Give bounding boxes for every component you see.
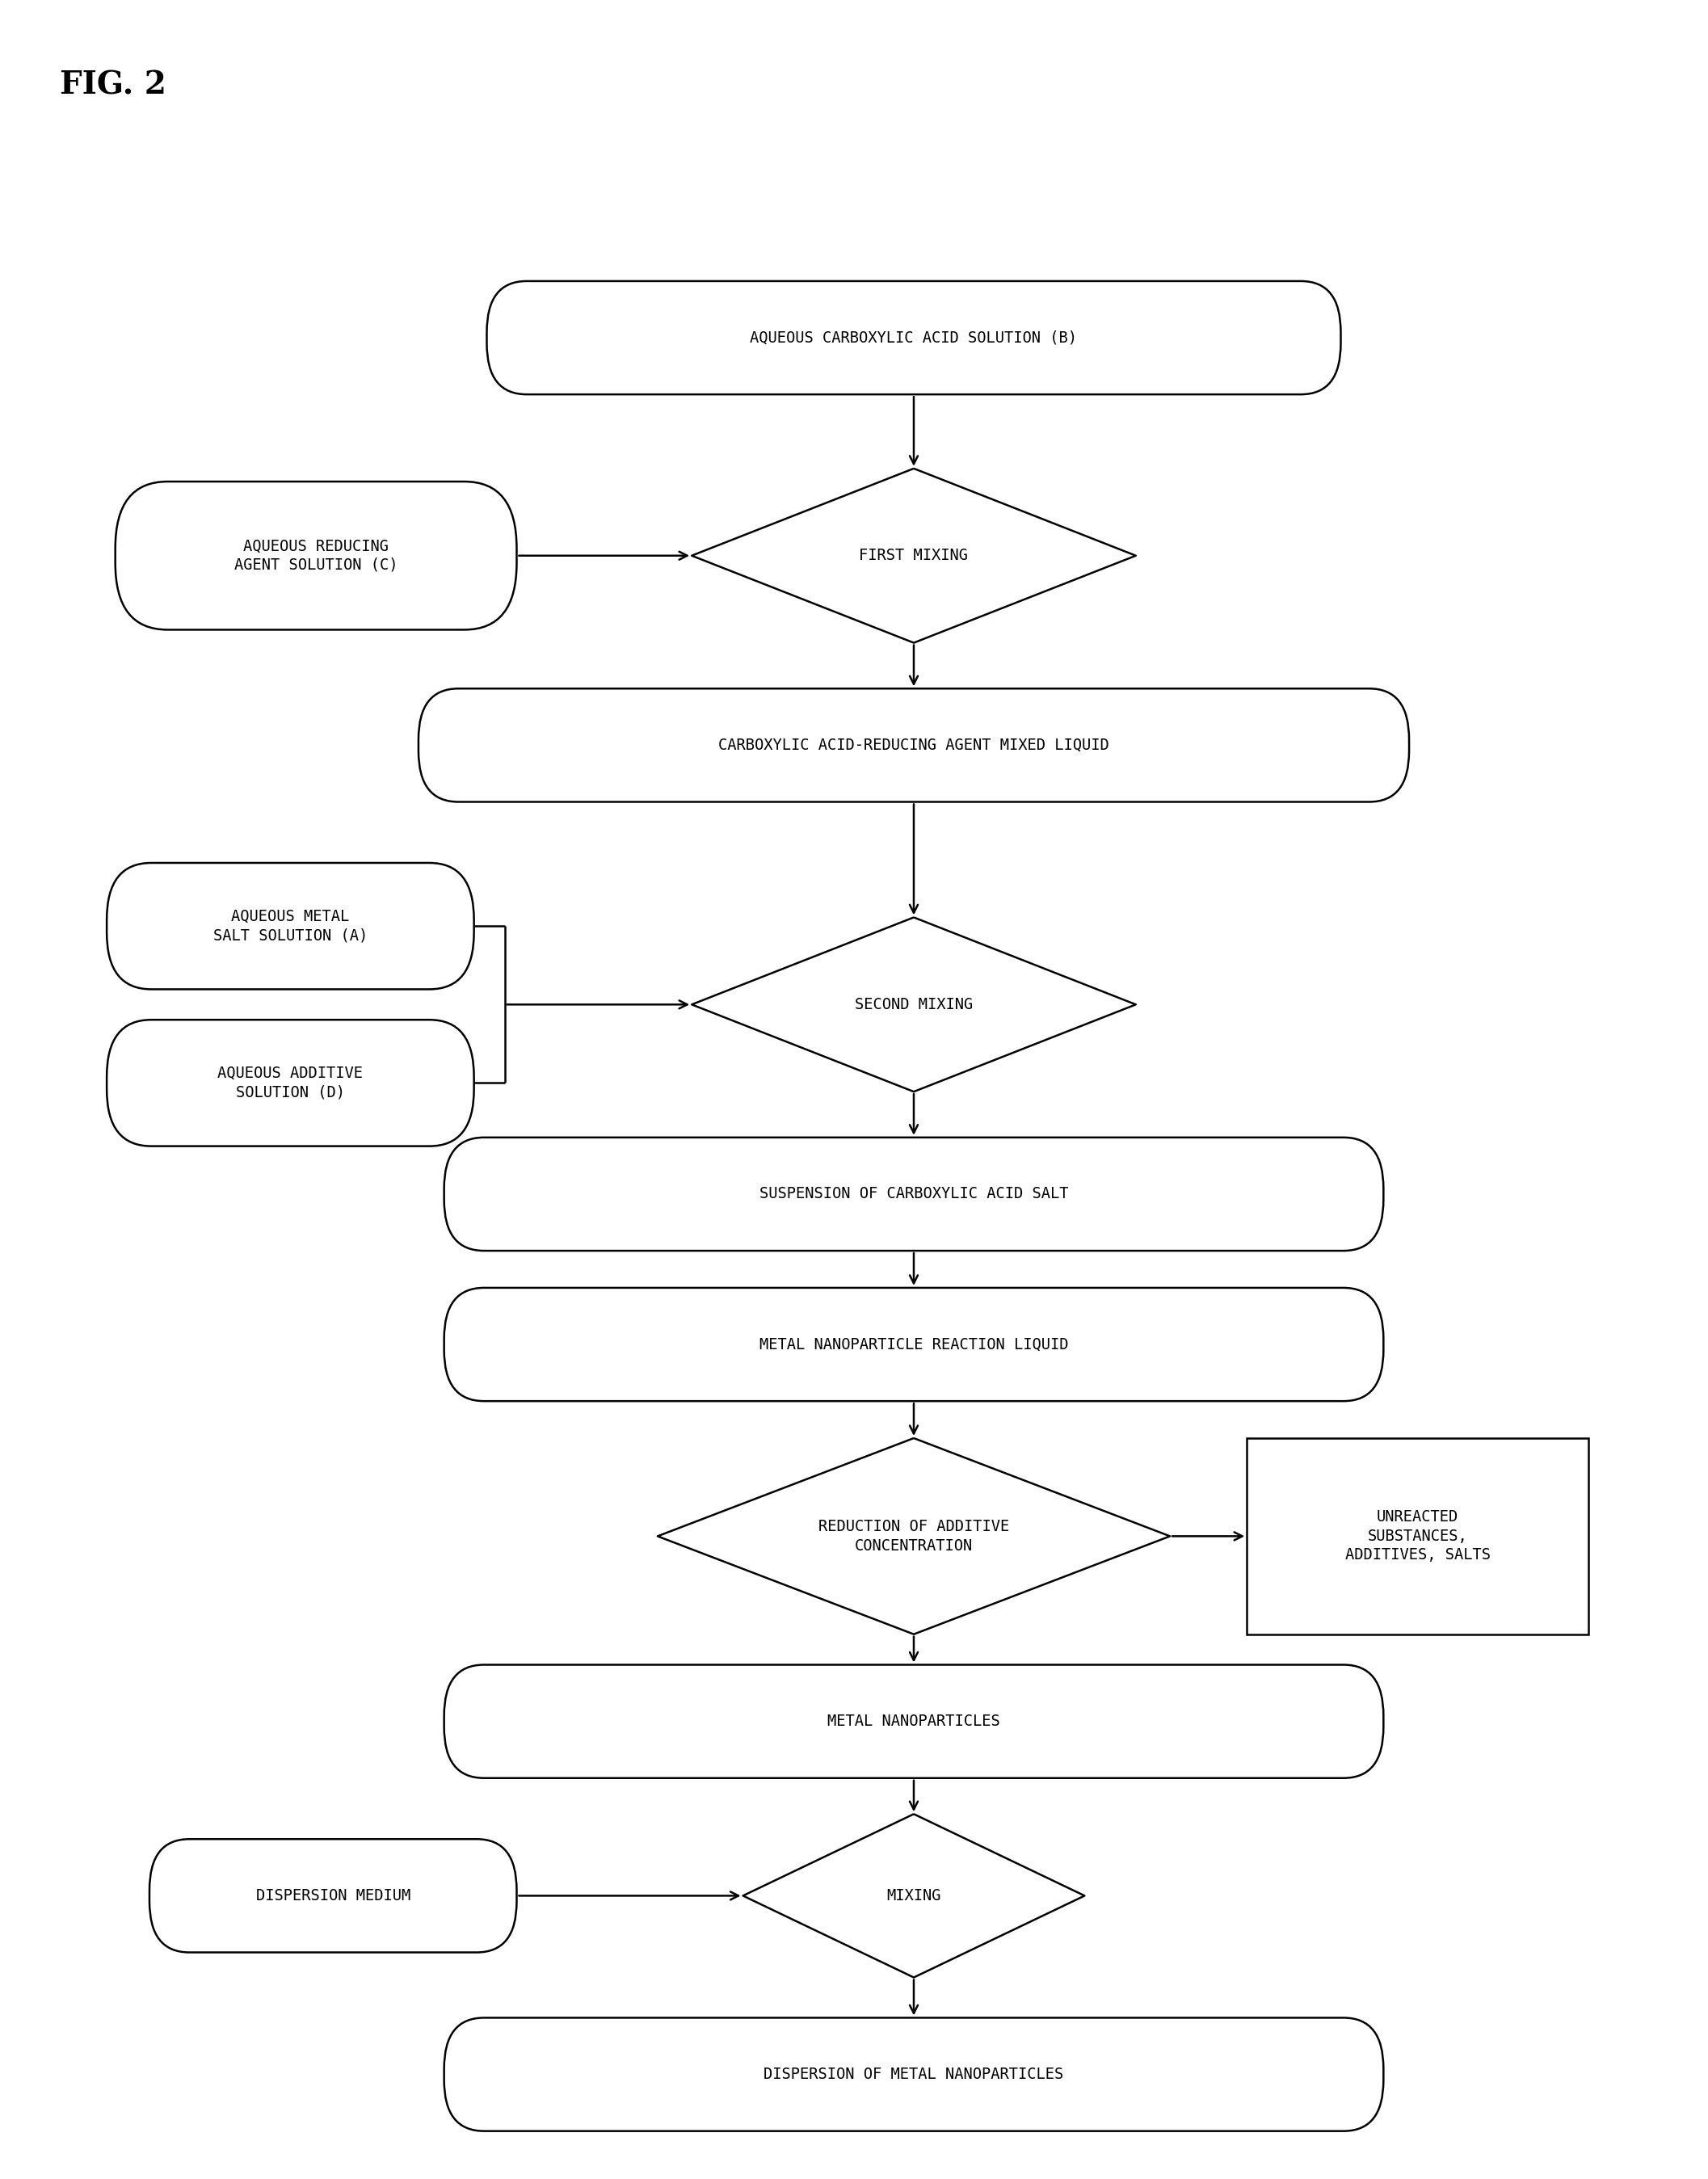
Text: FIRST MIXING: FIRST MIXING bbox=[859, 547, 968, 564]
FancyBboxPatch shape bbox=[150, 1839, 516, 1952]
FancyBboxPatch shape bbox=[487, 281, 1341, 394]
Text: MIXING: MIXING bbox=[886, 1887, 941, 1904]
Text: DISPERSION MEDIUM: DISPERSION MEDIUM bbox=[256, 1887, 410, 1904]
Text: REDUCTION OF ADDITIVE
CONCENTRATION: REDUCTION OF ADDITIVE CONCENTRATION bbox=[818, 1519, 1009, 1554]
FancyBboxPatch shape bbox=[444, 2018, 1383, 2131]
Text: AQUEOUS METAL
SALT SOLUTION (A): AQUEOUS METAL SALT SOLUTION (A) bbox=[214, 909, 367, 944]
Text: FIG. 2: FIG. 2 bbox=[60, 70, 166, 100]
FancyBboxPatch shape bbox=[444, 1665, 1383, 1778]
FancyBboxPatch shape bbox=[444, 1288, 1383, 1401]
Text: AQUEOUS REDUCING
AGENT SOLUTION (C): AQUEOUS REDUCING AGENT SOLUTION (C) bbox=[234, 538, 398, 573]
Text: SUSPENSION OF CARBOXYLIC ACID SALT: SUSPENSION OF CARBOXYLIC ACID SALT bbox=[760, 1185, 1068, 1203]
Text: DISPERSION OF METAL NANOPARTICLES: DISPERSION OF METAL NANOPARTICLES bbox=[763, 2066, 1064, 2083]
FancyBboxPatch shape bbox=[108, 863, 475, 989]
Bar bbox=[1247, 1438, 1588, 1634]
Text: CARBOXYLIC ACID-REDUCING AGENT MIXED LIQUID: CARBOXYLIC ACID-REDUCING AGENT MIXED LIQ… bbox=[719, 737, 1108, 754]
FancyBboxPatch shape bbox=[116, 482, 516, 630]
Text: METAL NANOPARTICLE REACTION LIQUID: METAL NANOPARTICLE REACTION LIQUID bbox=[760, 1336, 1068, 1353]
Text: UNREACTED
SUBSTANCES,
ADDITIVES, SALTS: UNREACTED SUBSTANCES, ADDITIVES, SALTS bbox=[1344, 1510, 1491, 1562]
Text: SECOND MIXING: SECOND MIXING bbox=[854, 996, 974, 1013]
Text: METAL NANOPARTICLES: METAL NANOPARTICLES bbox=[827, 1713, 1001, 1730]
FancyBboxPatch shape bbox=[444, 1137, 1383, 1251]
FancyBboxPatch shape bbox=[108, 1020, 475, 1146]
Text: AQUEOUS CARBOXYLIC ACID SOLUTION (B): AQUEOUS CARBOXYLIC ACID SOLUTION (B) bbox=[750, 329, 1078, 346]
Text: AQUEOUS ADDITIVE
SOLUTION (D): AQUEOUS ADDITIVE SOLUTION (D) bbox=[217, 1066, 364, 1100]
FancyBboxPatch shape bbox=[418, 689, 1409, 802]
